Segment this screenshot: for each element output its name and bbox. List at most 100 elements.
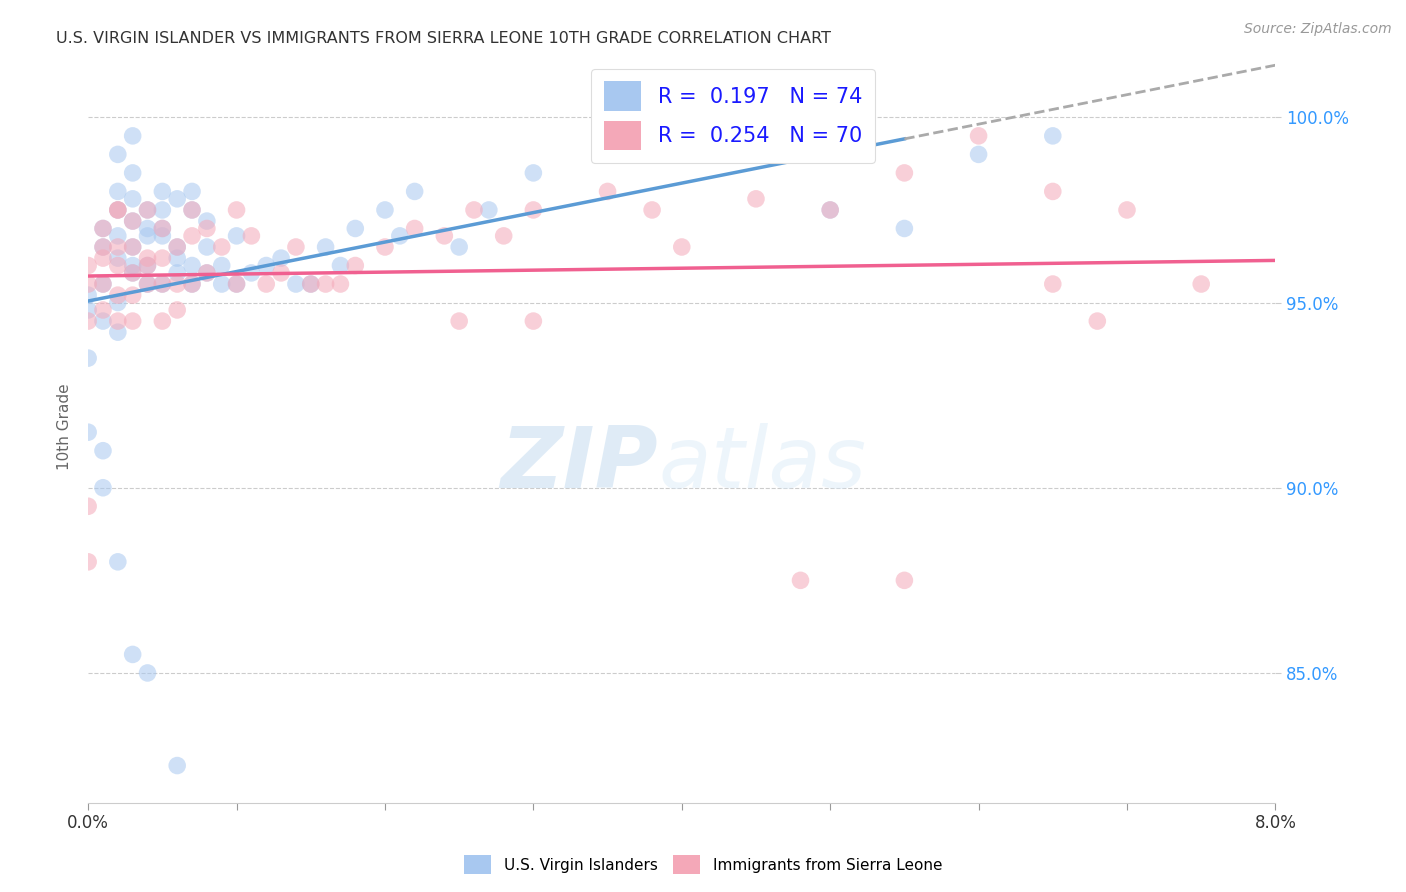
Point — [107, 147, 129, 161]
Point — [166, 192, 188, 206]
Point — [1116, 202, 1139, 217]
Legend: U.S. Virgin Islanders, Immigrants from Sierra Leone: U.S. Virgin Islanders, Immigrants from S… — [458, 849, 948, 880]
Point — [596, 185, 619, 199]
Point — [150, 202, 173, 217]
Point — [136, 277, 159, 291]
Point — [107, 288, 129, 302]
Point — [150, 185, 173, 199]
Point — [671, 240, 693, 254]
Text: atlas: atlas — [658, 423, 866, 506]
Point — [77, 277, 100, 291]
Point — [77, 555, 100, 569]
Point — [136, 259, 159, 273]
Point — [136, 665, 159, 680]
Point — [77, 351, 100, 365]
Point — [91, 314, 114, 328]
Point — [404, 185, 426, 199]
Point — [181, 202, 204, 217]
Point — [91, 443, 114, 458]
Point — [181, 185, 204, 199]
Point — [150, 277, 173, 291]
Point — [211, 240, 233, 254]
Point — [166, 302, 188, 317]
Point — [315, 240, 337, 254]
Point — [596, 128, 619, 143]
Point — [745, 192, 768, 206]
Point — [121, 648, 143, 662]
Point — [449, 314, 471, 328]
Point — [404, 221, 426, 235]
Point — [522, 202, 544, 217]
Point — [136, 277, 159, 291]
Point — [1189, 277, 1212, 291]
Point — [77, 302, 100, 317]
Point — [107, 240, 129, 254]
Point — [270, 266, 292, 280]
Point — [641, 202, 664, 217]
Point — [522, 314, 544, 328]
Point — [181, 277, 204, 291]
Point — [181, 277, 204, 291]
Point — [150, 314, 173, 328]
Point — [329, 277, 352, 291]
Text: U.S. VIRGIN ISLANDER VS IMMIGRANTS FROM SIERRA LEONE 10TH GRADE CORRELATION CHAR: U.S. VIRGIN ISLANDER VS IMMIGRANTS FROM … — [56, 31, 831, 46]
Point — [284, 240, 307, 254]
Point — [91, 240, 114, 254]
Point — [121, 288, 143, 302]
Point — [166, 240, 188, 254]
Point — [121, 240, 143, 254]
Text: Source: ZipAtlas.com: Source: ZipAtlas.com — [1244, 22, 1392, 37]
Point — [284, 277, 307, 291]
Point — [150, 277, 173, 291]
Point — [77, 314, 100, 328]
Point — [121, 314, 143, 328]
Point — [492, 228, 515, 243]
Point — [818, 202, 841, 217]
Point — [107, 295, 129, 310]
Point — [1085, 314, 1108, 328]
Point — [136, 228, 159, 243]
Point — [195, 240, 218, 254]
Point — [195, 221, 218, 235]
Point — [136, 259, 159, 273]
Point — [433, 228, 456, 243]
Point — [121, 166, 143, 180]
Point — [107, 314, 129, 328]
Point — [107, 251, 129, 265]
Point — [136, 251, 159, 265]
Point — [1042, 128, 1064, 143]
Point — [91, 240, 114, 254]
Point — [299, 277, 322, 291]
Point — [121, 214, 143, 228]
Point — [967, 147, 990, 161]
Point — [107, 202, 129, 217]
Point — [107, 325, 129, 339]
Point — [893, 574, 915, 588]
Point — [195, 214, 218, 228]
Point — [240, 266, 263, 280]
Point — [150, 251, 173, 265]
Point — [77, 288, 100, 302]
Point — [299, 277, 322, 291]
Point — [107, 259, 129, 273]
Point — [150, 221, 173, 235]
Point — [166, 758, 188, 772]
Point — [166, 266, 188, 280]
Point — [329, 259, 352, 273]
Point — [254, 277, 277, 291]
Y-axis label: 10th Grade: 10th Grade — [58, 384, 72, 470]
Point — [195, 266, 218, 280]
Point — [374, 202, 396, 217]
Point — [91, 251, 114, 265]
Point — [1042, 185, 1064, 199]
Text: ZIP: ZIP — [501, 423, 658, 506]
Point — [745, 92, 768, 106]
Point — [240, 228, 263, 243]
Point — [166, 251, 188, 265]
Point — [671, 118, 693, 132]
Point — [91, 481, 114, 495]
Point — [121, 214, 143, 228]
Point — [121, 266, 143, 280]
Point — [181, 259, 204, 273]
Point — [225, 228, 247, 243]
